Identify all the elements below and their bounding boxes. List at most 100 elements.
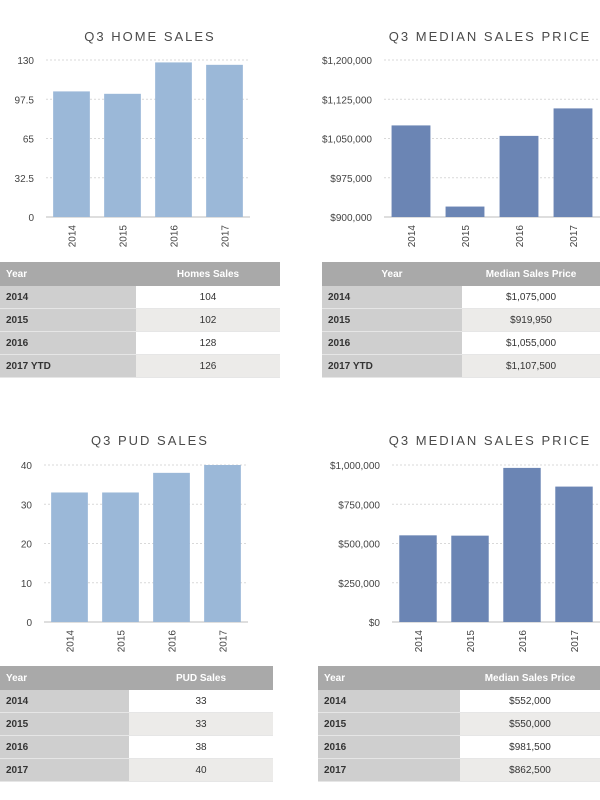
chart-median-price-1: $900,000 $975,000 $1,050,000 $1,125,000 $1,2… bbox=[322, 56, 600, 248]
x-tick-label: 2016 bbox=[515, 225, 526, 248]
table-header-median-price: Median Sales Price bbox=[460, 666, 600, 690]
table-median-price-1: Year Median Sales Price 2014 $1,075,000 2… bbox=[322, 262, 600, 378]
table-row: 2017 YTD $1,107,500 bbox=[322, 354, 600, 378]
x-tick-label: 2016 bbox=[170, 225, 181, 248]
table-cell-year: 2014 bbox=[322, 286, 462, 309]
bar-2016 bbox=[503, 467, 541, 622]
table-cell-value: $1,075,000 bbox=[462, 286, 600, 309]
table-row: 2015 33 bbox=[0, 712, 273, 736]
x-tick-label: 2016 bbox=[168, 630, 179, 653]
table-home-sales: Year Homes Sales 2014 104 2015 102 2016 128… bbox=[0, 262, 280, 378]
table-cell-value: 33 bbox=[129, 690, 273, 713]
table-row: 2016 38 bbox=[0, 735, 273, 759]
x-tick-label: 2015 bbox=[461, 225, 472, 248]
bar-2016 bbox=[499, 135, 539, 217]
y-tick-label: 0 bbox=[26, 618, 32, 629]
table-cell-year: 2016 bbox=[318, 735, 460, 759]
table-cell-year: 2015 bbox=[0, 712, 129, 736]
table-cell-value: $552,000 bbox=[460, 690, 600, 713]
table-header-home-sales: Homes Sales bbox=[136, 262, 280, 286]
y-tick-label: $1,125,000 bbox=[322, 95, 372, 106]
table-cell-value: 104 bbox=[136, 286, 280, 309]
bar-2016 bbox=[153, 472, 190, 622]
bar-2014 bbox=[53, 91, 90, 217]
table-row: 2014 104 bbox=[0, 286, 280, 309]
bar-2014 bbox=[51, 492, 88, 622]
table-median-price-2: Year Median Sales Price 2014 $552,000 201… bbox=[318, 666, 600, 782]
table-header-pud-sales: PUD Sales bbox=[129, 666, 273, 690]
bar-2014 bbox=[391, 125, 431, 217]
table-row: 2014 33 bbox=[0, 690, 273, 713]
table-cell-year: 2015 bbox=[322, 308, 462, 332]
table-cell-value: 33 bbox=[129, 712, 273, 736]
y-tick-label: $1,050,000 bbox=[322, 135, 372, 146]
table-cell-year: 2017 bbox=[318, 758, 460, 782]
y-tick-label: $250,000 bbox=[338, 579, 380, 590]
table-row: 2015 $919,950 bbox=[322, 308, 600, 332]
table-cell-year: 2016 bbox=[322, 331, 462, 355]
table-row: 2015 $550,000 bbox=[318, 712, 600, 736]
table-cell-value: 40 bbox=[129, 758, 273, 782]
table-cell-year: 2016 bbox=[0, 735, 129, 759]
table-cell-year: 2017 bbox=[0, 758, 129, 782]
table-header-year: Year bbox=[318, 666, 460, 690]
table-row: 2016 128 bbox=[0, 331, 280, 355]
chart-median-price-2: $0 $250,000 $500,000 $750,000 $1,000,000 2014… bbox=[330, 461, 600, 653]
chart-home-sales: 0 32.5 65 97.5 130 2014 2015 2016 2017 bbox=[15, 56, 250, 248]
y-tick-label: $0 bbox=[369, 618, 381, 629]
table-cell-value: 126 bbox=[136, 354, 280, 378]
x-tick-label: 2017 bbox=[570, 630, 581, 653]
table-cell-year: 2015 bbox=[0, 308, 136, 332]
table-cell-year: 2014 bbox=[318, 690, 460, 713]
table-header-year: Year bbox=[0, 262, 136, 286]
table-header-year: Year bbox=[0, 666, 129, 690]
table-cell-year: 2016 bbox=[0, 331, 136, 355]
y-tick-label: 30 bbox=[21, 500, 33, 511]
y-tick-label: 40 bbox=[21, 461, 33, 472]
table-row: 2017 $862,500 bbox=[318, 758, 600, 782]
y-tick-label: $1,200,000 bbox=[322, 56, 372, 67]
table-row: 2014 $1,075,000 bbox=[322, 286, 600, 309]
table-cell-value: 128 bbox=[136, 331, 280, 355]
table-header-median-price: Median Sales Price bbox=[462, 262, 600, 286]
y-tick-label: 0 bbox=[28, 213, 34, 224]
table-cell-value: $1,055,000 bbox=[462, 331, 600, 355]
table-cell-year: 2014 bbox=[0, 286, 136, 309]
x-tick-label: 2014 bbox=[414, 630, 425, 653]
table-row: 2016 $981,500 bbox=[318, 735, 600, 759]
chart-title-home-sales: Q3 HOME SALES bbox=[84, 29, 216, 44]
y-tick-label: 97.5 bbox=[15, 95, 35, 106]
table-row: 2016 $1,055,000 bbox=[322, 331, 600, 355]
table-cell-value: $919,950 bbox=[462, 308, 600, 332]
bar-2015 bbox=[445, 206, 485, 217]
x-tick-label: 2014 bbox=[68, 225, 79, 248]
bar-2015 bbox=[104, 93, 141, 217]
y-tick-label: 20 bbox=[21, 540, 33, 551]
table-cell-value: $862,500 bbox=[460, 758, 600, 782]
table-row: 2015 102 bbox=[0, 308, 280, 332]
table-cell-year: 2015 bbox=[318, 712, 460, 736]
bar-2014 bbox=[399, 535, 437, 622]
bar-2017 bbox=[553, 108, 593, 217]
chart-pud-sales: 0 10 20 30 40 2014 2015 2016 2017 bbox=[21, 461, 248, 653]
x-tick-label: 2017 bbox=[221, 225, 232, 248]
y-tick-label: 130 bbox=[17, 56, 34, 67]
table-cell-value: $1,107,500 bbox=[462, 354, 600, 378]
bar-2017 bbox=[555, 486, 593, 622]
chart-title-median-price-1: Q3 MEDIAN SALES PRICE bbox=[388, 29, 592, 44]
bar-2016 bbox=[155, 62, 192, 218]
table-cell-year: 2017 YTD bbox=[322, 354, 462, 378]
y-tick-label: $500,000 bbox=[338, 540, 380, 551]
bar-2017 bbox=[206, 64, 243, 217]
x-tick-label: 2017 bbox=[569, 225, 580, 248]
chart-title-pud-sales: Q3 PUD SALES bbox=[91, 433, 209, 448]
x-tick-label: 2016 bbox=[518, 630, 529, 653]
y-tick-label: 65 bbox=[23, 135, 35, 146]
y-tick-label: 32.5 bbox=[15, 174, 35, 185]
table-cell-value: 38 bbox=[129, 735, 273, 759]
bar-2015 bbox=[102, 492, 139, 622]
table-cell-value: $550,000 bbox=[460, 712, 600, 736]
bar-2015 bbox=[451, 535, 489, 622]
x-tick-label: 2015 bbox=[117, 630, 128, 653]
chart-title-median-price-2: Q3 MEDIAN SALES PRICE bbox=[388, 433, 592, 448]
